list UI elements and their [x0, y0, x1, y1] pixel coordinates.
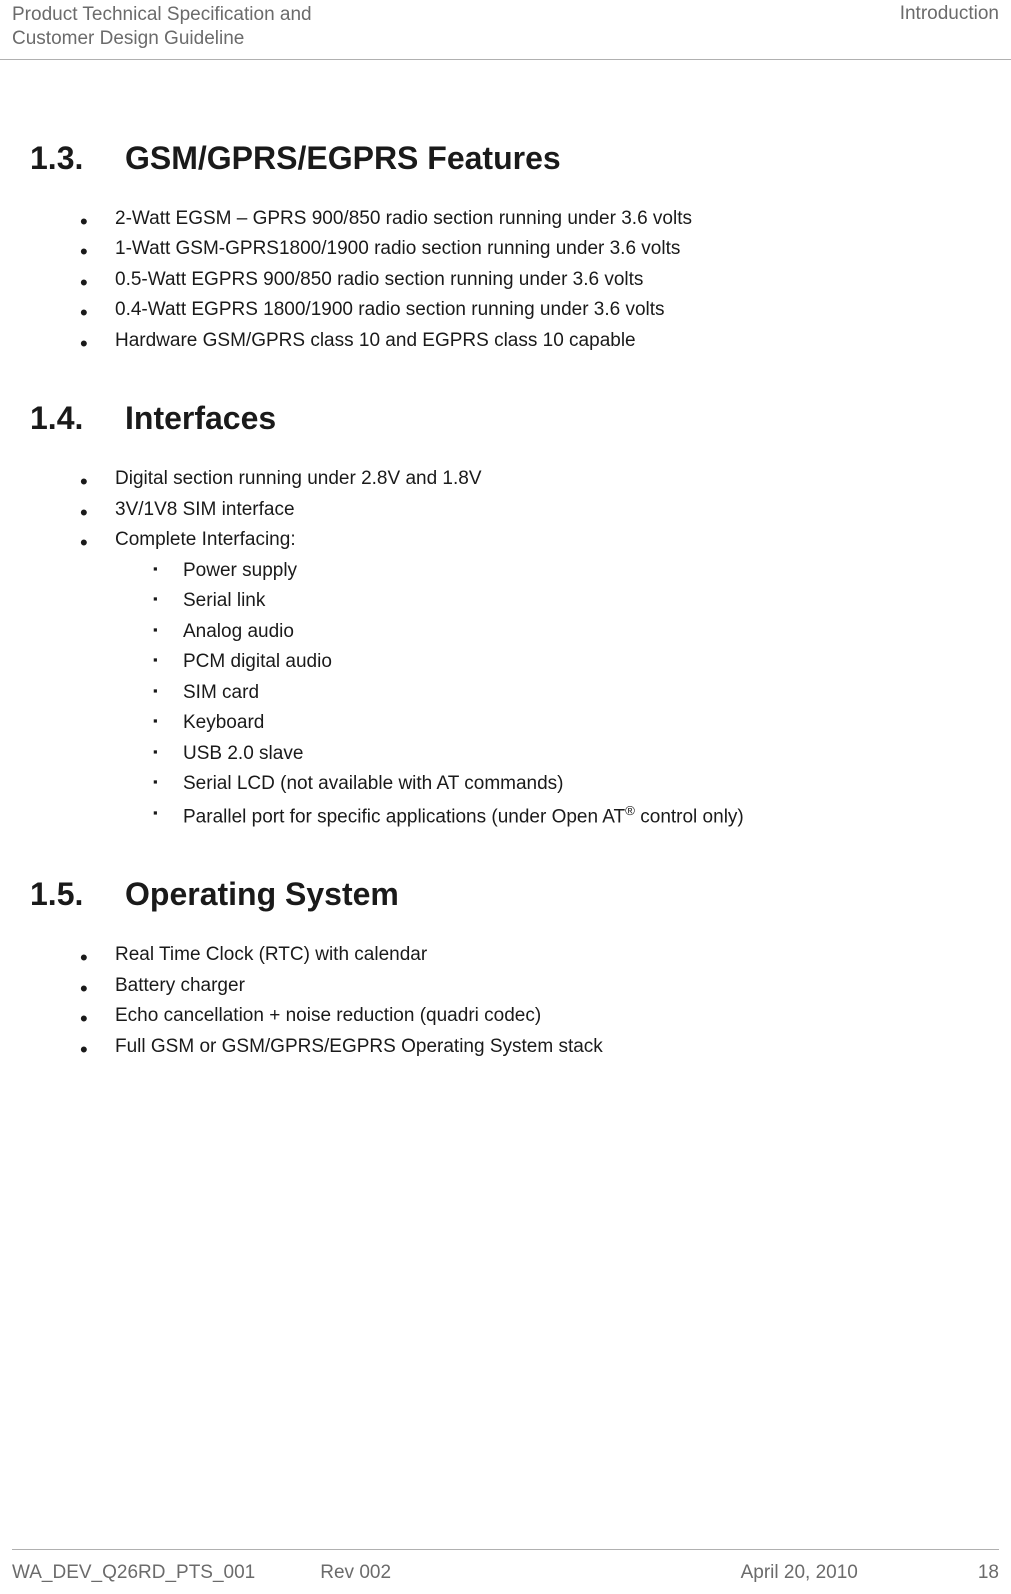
footer-doc-id: WA_DEV_Q26RD_PTS_001 — [12, 1562, 255, 1584]
list-item: Digital section running under 2.8V and 1… — [80, 465, 981, 494]
header-title-right: Introduction — [900, 3, 999, 25]
header-title-line2: Customer Design Guideline — [12, 27, 312, 51]
section-heading: 1.5. Operating System — [30, 876, 981, 913]
sub-list-item: Serial link — [153, 587, 981, 616]
section-1-4: 1.4. Interfaces Digital section running … — [30, 400, 981, 831]
list-item: Full GSM or GSM/GPRS/EGPRS Operating Sys… — [80, 1033, 981, 1062]
section-heading: 1.4. Interfaces — [30, 400, 981, 437]
sub-list-item: Parallel port for specific applications … — [153, 801, 981, 832]
sub-list-item: Serial LCD (not available with AT comman… — [153, 770, 981, 799]
footer-revision: Rev 002 — [320, 1562, 391, 1584]
header-title-left: Product Technical Specification and Cust… — [12, 3, 312, 51]
list-item: Complete Interfacing: Power supply Seria… — [80, 526, 981, 831]
footer-date: April 20, 2010 — [391, 1562, 858, 1584]
sub-list-item: SIM card — [153, 679, 981, 708]
sub-list-item: Analog audio — [153, 618, 981, 647]
sub-list-item: Power supply — [153, 557, 981, 586]
sub-list-item: Keyboard — [153, 709, 981, 738]
list-item: Battery charger — [80, 972, 981, 1001]
section-title: Operating System — [125, 876, 399, 913]
section-number: 1.5. — [30, 876, 125, 913]
section-1-3: 1.3. GSM/GPRS/EGPRS Features 2-Watt EGSM… — [30, 140, 981, 356]
list-item-text: Complete Interfacing: — [115, 529, 296, 550]
section-title: GSM/GPRS/EGPRS Features — [125, 140, 561, 177]
section-number: 1.4. — [30, 400, 125, 437]
sub-bullet-list: Power supply Serial link Analog audio PC… — [115, 557, 981, 832]
page-header: Product Technical Specification and Cust… — [0, 0, 1011, 60]
registered-mark: ® — [625, 803, 635, 818]
sub-list-item-text-post: control only) — [635, 806, 744, 827]
header-title-line1: Product Technical Specification and — [12, 3, 312, 27]
list-item: 0.5-Watt EGPRS 900/850 radio section run… — [80, 266, 981, 295]
page-footer: WA_DEV_Q26RD_PTS_001 Rev 002 April 20, 2… — [12, 1549, 999, 1584]
list-item: Real Time Clock (RTC) with calendar — [80, 941, 981, 970]
sub-list-item-text-pre: Parallel port for specific applications … — [183, 806, 625, 827]
bullet-list: Real Time Clock (RTC) with calendar Batt… — [30, 941, 981, 1061]
sub-list-item: USB 2.0 slave — [153, 740, 981, 769]
list-item: 2-Watt EGSM – GPRS 900/850 radio section… — [80, 205, 981, 234]
list-item: 1-Watt GSM-GPRS1800/1900 radio section r… — [80, 235, 981, 264]
footer-page-number: 18 — [978, 1562, 999, 1584]
sub-list-item: PCM digital audio — [153, 648, 981, 677]
list-item: 0.4-Watt EGPRS 1800/1900 radio section r… — [80, 296, 981, 325]
list-item: Echo cancellation + noise reduction (qua… — [80, 1002, 981, 1031]
section-number: 1.3. — [30, 140, 125, 177]
section-title: Interfaces — [125, 400, 276, 437]
document-content: 1.3. GSM/GPRS/EGPRS Features 2-Watt EGSM… — [0, 60, 1011, 1127]
bullet-list: 2-Watt EGSM – GPRS 900/850 radio section… — [30, 205, 981, 356]
list-item: 3V/1V8 SIM interface — [80, 496, 981, 525]
section-heading: 1.3. GSM/GPRS/EGPRS Features — [30, 140, 981, 177]
section-1-5: 1.5. Operating System Real Time Clock (R… — [30, 876, 981, 1061]
bullet-list: Digital section running under 2.8V and 1… — [30, 465, 981, 831]
list-item: Hardware GSM/GPRS class 10 and EGPRS cla… — [80, 327, 981, 356]
